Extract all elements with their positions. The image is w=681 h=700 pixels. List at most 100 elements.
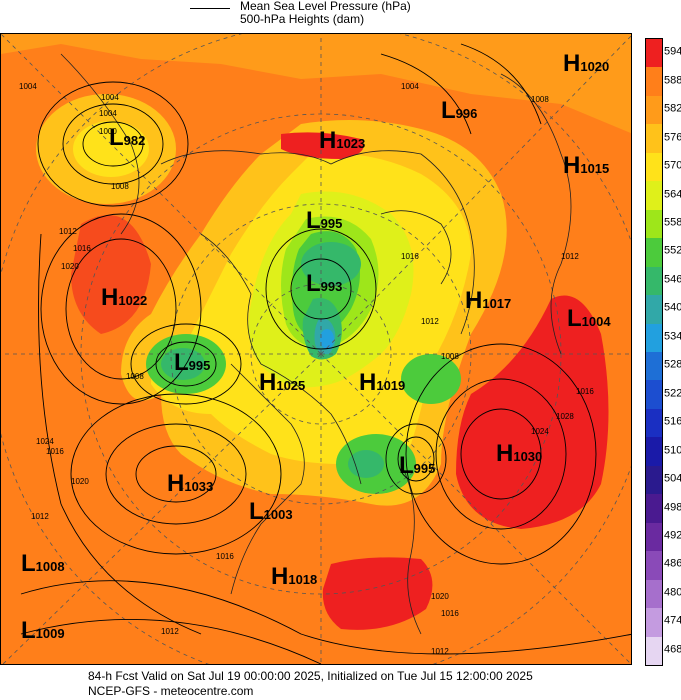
low-center-982: L982 xyxy=(109,124,146,151)
isobar-label: 1020 xyxy=(431,592,449,601)
colorbar-labels: 594 588 582 576 570 564 558 552 546 540 534 528 522 5… xyxy=(663,38,681,666)
high-center-1015: H1015 xyxy=(563,152,610,179)
isobar-label: 1008 xyxy=(111,182,129,191)
low-center-1009: L1009 xyxy=(21,617,65,644)
isobar-label: 1004 xyxy=(99,109,117,118)
legend-line-sample xyxy=(190,8,230,9)
shade-594-south xyxy=(322,557,433,630)
isobar-label: 1016 xyxy=(441,609,459,618)
weather-map: 1004 1004 1000 1004 1008 1012 1016 1020 … xyxy=(0,33,632,665)
high-center-1019: H1019 xyxy=(359,369,406,396)
colorbar-swatch xyxy=(646,181,662,211)
low-center-1008: L1008 xyxy=(21,550,65,577)
colorbar-label: 540 xyxy=(664,301,681,314)
shade-546-west xyxy=(161,348,205,380)
colorbar-swatch xyxy=(646,67,662,97)
colorbar-label: 528 xyxy=(664,358,681,371)
isobars xyxy=(20,43,631,664)
low-center-1004: L1004 xyxy=(567,305,611,332)
colorbar-swatch xyxy=(646,238,662,268)
colorbar-swatch xyxy=(646,352,662,381)
colorbar-swatch xyxy=(646,551,662,581)
coastlines xyxy=(60,53,572,635)
colorbar-label: 546 xyxy=(664,273,681,286)
colorbar-label: 486 xyxy=(664,557,681,570)
colorbar-label: 576 xyxy=(664,131,681,144)
high-center-1023: H1023 xyxy=(319,127,366,154)
colorbar-label: 480 xyxy=(664,586,681,599)
footer: 84-h Fcst Valid on Sat Jul 19 00:00:00 2… xyxy=(88,669,533,699)
colorbar-swatch xyxy=(646,494,662,524)
colorbar-label: 522 xyxy=(664,387,681,400)
isobar-label: 1012 xyxy=(431,647,449,656)
legend: Mean Sea Level Pressure (hPa) 500-hPa He… xyxy=(190,0,490,30)
forecast-valid-text: 84-h Fcst Valid on Sat Jul 19 00:00:00 2… xyxy=(88,669,533,683)
isobar-label: 1008 xyxy=(126,372,144,381)
high-center-1022: H1022 xyxy=(101,284,148,311)
isobar-label: 1024 xyxy=(531,427,549,436)
colorbar-swatch xyxy=(646,465,662,495)
shade-570-nw xyxy=(73,121,149,177)
colorbar-label: 552 xyxy=(664,244,681,257)
colorbar-label: 588 xyxy=(664,74,681,87)
isobar-label: 1000 xyxy=(99,127,117,136)
colorbar-swatch xyxy=(646,380,662,410)
shade-534-core xyxy=(320,329,334,349)
isobar-label: 1016 xyxy=(73,244,91,253)
isobar-label: 1016 xyxy=(216,552,234,561)
colorbar xyxy=(645,38,663,666)
high-center-1030: H1030 xyxy=(496,440,543,467)
low-center-995-south: L995 xyxy=(399,452,436,479)
colorbar-label: 498 xyxy=(664,501,681,513)
colorbar-swatch xyxy=(646,408,662,438)
shade-594-north xyxy=(281,132,364,159)
high-center-1017: H1017 xyxy=(465,287,512,314)
high-center-1025: H1025 xyxy=(259,369,306,396)
isobar-label: 1016 xyxy=(401,252,419,261)
isobar-label: 1024 xyxy=(36,437,54,446)
colorbar-label: 516 xyxy=(664,415,681,428)
colorbar-swatch xyxy=(646,209,662,239)
colorbar-label: 570 xyxy=(664,159,681,172)
shade-594-west xyxy=(71,215,151,334)
map-canvas: 1004 1004 1000 1004 1008 1012 1016 1020 … xyxy=(1,34,631,664)
isobar-label: 1004 xyxy=(101,93,119,102)
colorbar-label: 474 xyxy=(664,614,681,627)
colorbar-swatch xyxy=(646,608,662,638)
shade-546-north xyxy=(301,242,361,286)
low-center-996: L996 xyxy=(441,97,478,124)
isobar-label: 1008 xyxy=(441,352,459,361)
colorbar-label: 564 xyxy=(664,188,681,200)
colorbar-swatch xyxy=(646,522,662,552)
isobar-label: 1008 xyxy=(531,95,549,104)
high-center-1033: H1033 xyxy=(167,470,214,497)
shade-546-south xyxy=(348,450,384,478)
low-center-993: L993 xyxy=(306,270,343,297)
low-center-995-arctic: L995 xyxy=(306,207,343,234)
colorbar-swatch xyxy=(646,636,662,666)
isobar-label: 1028 xyxy=(556,412,574,421)
colorbar-swatch xyxy=(646,266,662,296)
graticule xyxy=(1,34,631,664)
colorbar-label: 492 xyxy=(664,529,681,542)
shade-582-north xyxy=(1,34,631,134)
low-center-1003: L1003 xyxy=(249,498,293,525)
isobar-label: 1020 xyxy=(61,262,79,271)
colorbar-label: 582 xyxy=(664,102,681,115)
colorbar-swatch xyxy=(646,152,662,182)
colorbar-label: 504 xyxy=(664,472,681,485)
isobar-label: 1012 xyxy=(561,252,579,261)
colorbar-label: 534 xyxy=(664,330,681,343)
colorbar-swatch xyxy=(646,323,662,353)
isobar-label: 1012 xyxy=(161,627,179,636)
colorbar-label: 510 xyxy=(664,444,681,457)
colorbar-label: 558 xyxy=(664,216,681,229)
high-center-1018: H1018 xyxy=(271,563,318,590)
legend-mslp-label: Mean Sea Level Pressure (hPa) xyxy=(240,0,411,13)
model-source-text: NCEP-GFS - meteocentre.com xyxy=(88,684,254,698)
colorbar-swatch xyxy=(646,95,662,125)
colorbar-swatch xyxy=(646,39,662,68)
isobar-label: 1012 xyxy=(421,317,439,326)
colorbar-swatch xyxy=(646,124,662,154)
low-center-995-west: L995 xyxy=(174,349,211,376)
